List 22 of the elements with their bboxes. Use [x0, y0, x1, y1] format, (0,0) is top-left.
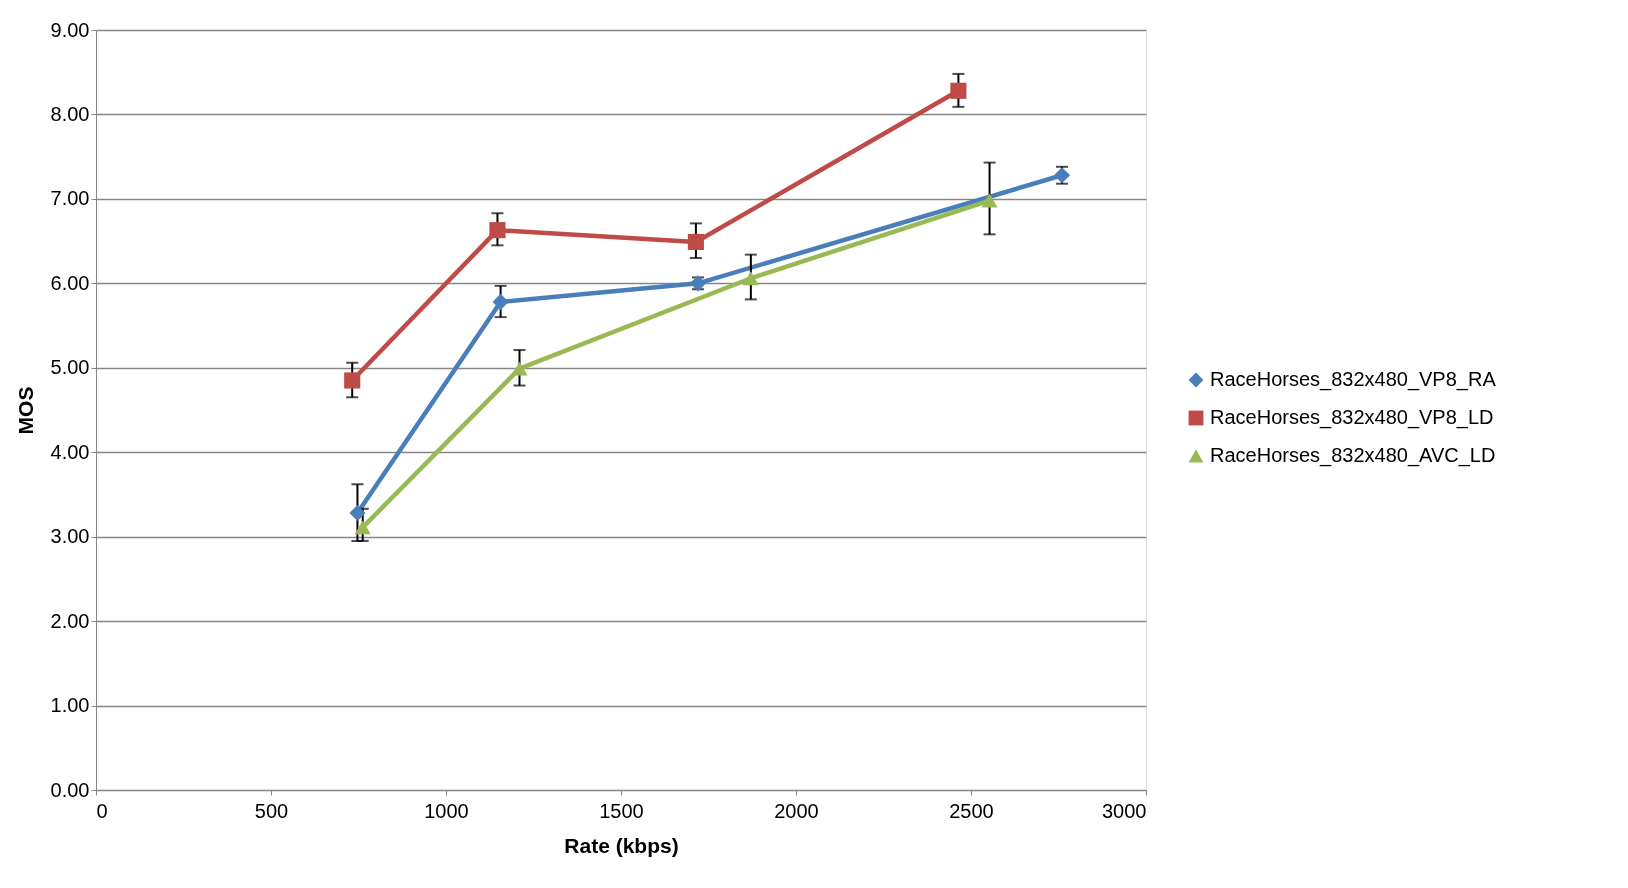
x-tick-label: 0 — [96, 799, 108, 822]
legend-label: RaceHorses_832x480_VP8_LD — [1210, 406, 1494, 429]
x-tick-label: 3000 — [1102, 799, 1147, 822]
x-axis-title: Rate (kbps) — [564, 833, 679, 857]
y-tick-label: 6.00 — [50, 271, 90, 294]
legend-label: RaceHorses_832x480_AVC_LD — [1210, 444, 1496, 467]
y-tick-label: 3.00 — [50, 525, 90, 548]
y-tick-label: 1.00 — [50, 694, 90, 717]
x-tick-label: 2500 — [949, 799, 994, 822]
y-tick-label: 0.00 — [50, 778, 90, 801]
legend-label: RaceHorses_832x480_VP8_RA — [1210, 368, 1497, 391]
x-tick-label: 1500 — [599, 799, 644, 822]
y-tick-label: 8.00 — [50, 102, 90, 125]
y-tick-label: 7.00 — [50, 187, 90, 210]
x-tick-label: 2000 — [774, 799, 819, 822]
y-tick-label: 2.00 — [50, 609, 90, 632]
y-tick-label: 9.00 — [50, 18, 90, 41]
y-tick-label: 5.00 — [50, 356, 90, 379]
x-tick-label: 500 — [254, 799, 289, 822]
x-tick-label: 1000 — [424, 799, 469, 822]
y-tick-label: 4.00 — [50, 440, 90, 463]
y-axis-title: MOS — [13, 386, 37, 435]
